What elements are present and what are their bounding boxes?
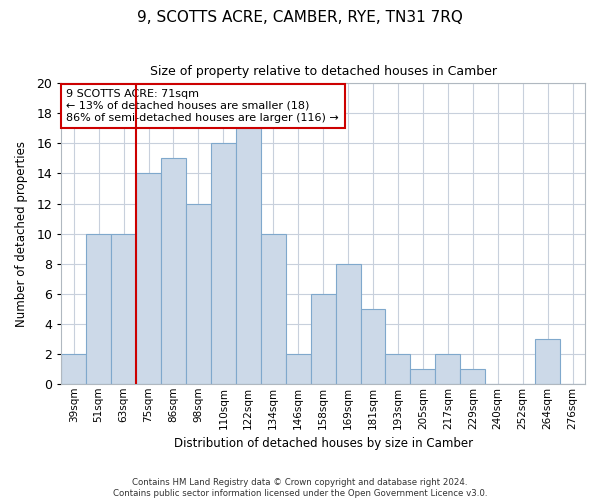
- Bar: [86, 234, 111, 384]
- Bar: [410, 368, 436, 384]
- Bar: [436, 354, 460, 384]
- Bar: [311, 294, 335, 384]
- X-axis label: Distribution of detached houses by size in Camber: Distribution of detached houses by size …: [173, 437, 473, 450]
- Bar: [136, 174, 161, 384]
- Bar: [211, 144, 236, 384]
- Bar: [186, 204, 211, 384]
- Bar: [261, 234, 286, 384]
- Text: 9, SCOTTS ACRE, CAMBER, RYE, TN31 7RQ: 9, SCOTTS ACRE, CAMBER, RYE, TN31 7RQ: [137, 10, 463, 25]
- Bar: [161, 158, 186, 384]
- Bar: [535, 338, 560, 384]
- Bar: [236, 128, 261, 384]
- Bar: [460, 368, 485, 384]
- Bar: [361, 308, 385, 384]
- Bar: [111, 234, 136, 384]
- Bar: [286, 354, 311, 384]
- Title: Size of property relative to detached houses in Camber: Size of property relative to detached ho…: [149, 65, 497, 78]
- Y-axis label: Number of detached properties: Number of detached properties: [15, 140, 28, 326]
- Bar: [385, 354, 410, 384]
- Text: Contains HM Land Registry data © Crown copyright and database right 2024.
Contai: Contains HM Land Registry data © Crown c…: [113, 478, 487, 498]
- Text: 9 SCOTTS ACRE: 71sqm
← 13% of detached houses are smaller (18)
86% of semi-detac: 9 SCOTTS ACRE: 71sqm ← 13% of detached h…: [67, 90, 339, 122]
- Bar: [335, 264, 361, 384]
- Bar: [61, 354, 86, 384]
